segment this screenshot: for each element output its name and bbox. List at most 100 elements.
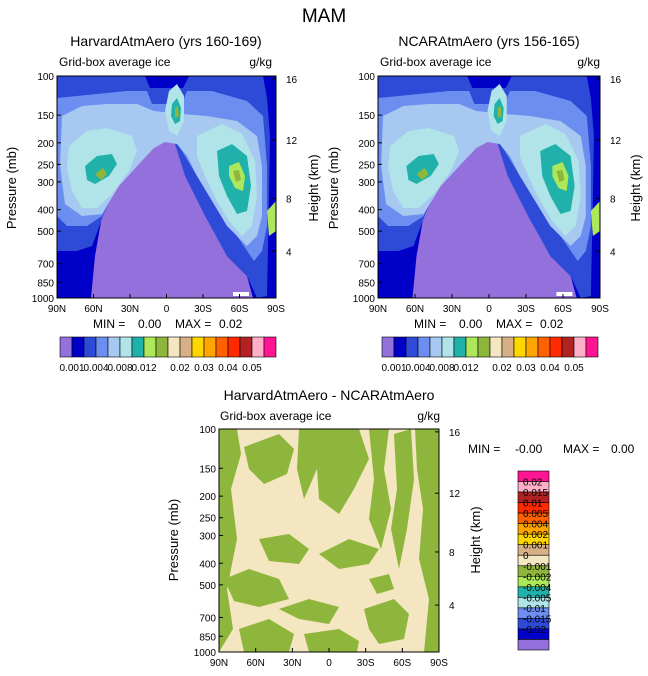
colorbar-label: -0.005 [523, 593, 552, 604]
colorbar-swatch [465, 336, 479, 358]
colorbar-swatch [501, 336, 515, 358]
missing-data-patch [233, 292, 249, 296]
contour-region [552, 162, 600, 236]
contour-field [219, 429, 439, 652]
y-tick-label: 850 [199, 632, 216, 643]
contour-region [85, 98, 251, 214]
colorbar-label: 0.004 [523, 520, 548, 531]
colorbar-swatch [131, 336, 145, 358]
colorbar-swatch [537, 336, 551, 358]
axes: 90N 60N 30N 0 30S 60S 90S 100 150 200 250 300 400 500… [353, 72, 622, 315]
x-tick-label: 90S [591, 304, 609, 315]
y-tick-label: 200 [199, 492, 216, 503]
colorbar-swatch [227, 336, 241, 358]
height-tick-label: 16 [449, 428, 461, 439]
contour-region [297, 429, 321, 499]
axes: 90N 60N 30N 0 30S 60S 90S 100 150 200 250 300 400 500… [194, 425, 461, 669]
y-tick-label: 850 [358, 278, 375, 289]
max-label: MAX = [563, 442, 599, 456]
colorbar-swatch [95, 336, 109, 358]
colorbar-swatch [215, 336, 229, 358]
colorbar-label: 0 [523, 551, 529, 562]
colorbar-swatch [143, 336, 157, 358]
contour-layers [57, 76, 276, 298]
colorbar-label: -0.004 [523, 583, 552, 594]
colorbar-swatch [119, 336, 133, 358]
colorbar-label: 0.004 [405, 363, 430, 374]
colorbar-swatch [167, 336, 181, 358]
height-tick-label: 12 [610, 136, 622, 147]
y-tick-label: 250 [37, 160, 54, 171]
colorbar-label: 0.03 [194, 363, 214, 374]
y-tick-label: 300 [37, 178, 54, 189]
height-tick-label: 4 [610, 247, 616, 258]
height-tick-label: 16 [286, 75, 298, 86]
y-tick-label: 300 [199, 531, 216, 542]
max-label: MAX = [175, 317, 211, 331]
colorbar-label: 0.001 [523, 541, 548, 552]
colorbar-swatch [517, 639, 550, 651]
y-tick-label: 1000 [32, 294, 55, 305]
height-tick-label: 12 [286, 136, 298, 147]
contour-region [319, 539, 379, 569]
colorbar-label: 0.015 [523, 488, 548, 499]
contour-region [259, 534, 309, 564]
x-tick-label: 90S [430, 658, 448, 669]
colorbar-label: 0.04 [218, 363, 238, 374]
colorbar-swatch [405, 336, 419, 358]
colorbar-label: 0.05 [564, 363, 584, 374]
colorbar-swatch [203, 336, 217, 358]
max-value: 0.02 [219, 317, 243, 331]
max-label: MAX = [496, 317, 532, 331]
x-tick-label: 60N [246, 658, 264, 669]
colorbar-label: -0.02 [523, 625, 546, 636]
right-axis-label: Height (km) [306, 154, 321, 221]
panel-title: HarvardAtmAero (yrs 160-169) [70, 33, 261, 49]
contour-layers [378, 76, 600, 298]
colorbar-swatch [525, 336, 539, 358]
colorbar-label: 0.005 [523, 509, 548, 520]
y-tick-label: 200 [37, 139, 54, 150]
panel-diff: HarvardAtmAero - NCARAtmAero Grid-box av… [166, 387, 635, 669]
min-label: MIN = [93, 317, 125, 331]
contour-region [406, 98, 575, 214]
contour-region [314, 429, 369, 514]
colorbar-label: 0.01 [523, 499, 543, 510]
colorbar-label: 0.04 [540, 363, 560, 374]
panel-ncar: NCARAtmAero (yrs 156-165) Grid-box avera… [326, 33, 643, 374]
x-tick-label: 0 [326, 658, 332, 669]
x-tick-label: 90N [369, 304, 387, 315]
colorbar-label: 0.001 [381, 363, 406, 374]
colorbar-swatch [573, 336, 587, 358]
colorbar-vertical: 0.020.0150.010.0050.0040.0020.0010-0.001… [517, 470, 552, 651]
colorbar-label: 0.012 [131, 363, 156, 374]
colorbar-label: 0.02 [492, 363, 512, 374]
colorbar-label: 0.001 [59, 363, 84, 374]
y-tick-label: 200 [358, 139, 375, 150]
y-tick-label: 150 [199, 464, 216, 475]
colorbar-label: 0.004 [83, 363, 108, 374]
x-tick-label: 0 [486, 304, 492, 315]
x-tick-label: 60N [84, 304, 102, 315]
x-tick-label: 90S [267, 304, 285, 315]
x-tick-label: 0 [164, 304, 170, 315]
colorbar-label: 0.03 [516, 363, 536, 374]
colorbar-swatch [107, 336, 121, 358]
contour-region [224, 569, 289, 607]
y-tick-label: 500 [199, 581, 216, 592]
contour-field [378, 76, 600, 298]
colorbar-label: -0.01 [523, 604, 546, 615]
colorbar-swatch [429, 336, 443, 358]
min-value: -0.00 [515, 442, 543, 456]
colorbar-swatch [453, 336, 467, 358]
height-tick-label: 8 [449, 548, 455, 559]
x-tick-label: 90N [48, 304, 66, 315]
colorbar-label: 0.02 [170, 363, 190, 374]
colorbar-label: 0.008 [429, 363, 454, 374]
colorbar-label: 0.02 [523, 478, 543, 489]
colorbar-swatch [179, 336, 193, 358]
colorbar-swatch [239, 336, 253, 358]
contour-field [57, 76, 276, 298]
colorbar-swatch [71, 336, 85, 358]
